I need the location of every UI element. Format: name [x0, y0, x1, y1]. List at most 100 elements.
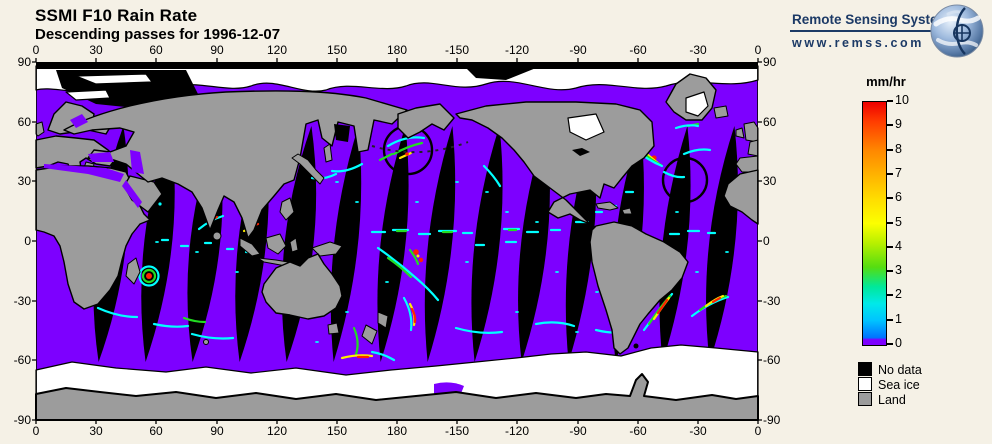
- colorbar-tick-label: 0: [887, 337, 902, 350]
- land-layer: [35, 73, 759, 355]
- lat-tick-label: -60: [13, 353, 31, 367]
- lon-tick-label: -120: [504, 43, 530, 57]
- hudson-bay-ice: [567, 113, 605, 141]
- lon-tick-label: -30: [689, 43, 707, 57]
- land-uk: [743, 121, 759, 143]
- colorbar-tick-label: 4: [887, 240, 902, 253]
- lon-tick-label: 60: [149, 424, 163, 438]
- colorbar-tick-label: 10: [887, 94, 909, 107]
- lon-tick-label: 180: [386, 424, 408, 438]
- lon-tick-label: 0: [754, 43, 762, 57]
- arctic-ice-wisp: [65, 89, 111, 101]
- land-australia: [261, 253, 343, 320]
- lat-tick-label: -90: [763, 413, 781, 427]
- lat-tick-label: 0: [24, 234, 31, 248]
- lat-ticks-right: [758, 61, 762, 421]
- land-hispaniola: [621, 207, 633, 215]
- land-sumatra: [239, 237, 261, 257]
- no-data-swatch: [858, 362, 872, 376]
- greenland-ice-patch: [685, 91, 709, 117]
- page-title: SSMI F10 Rain Rate: [35, 6, 198, 25]
- lon-tick-label: 120: [266, 43, 288, 57]
- map-frame: [36, 62, 758, 420]
- lon-tick-label: 60: [149, 43, 163, 57]
- land-madagascar: [125, 257, 141, 285]
- land-sulawesi: [289, 237, 299, 253]
- arctic-no-data-patch: [466, 68, 536, 80]
- land-japan: [291, 153, 325, 185]
- mediterranean-sea: [44, 164, 124, 182]
- land-sakhalin: [323, 143, 333, 163]
- land-new-zealand: [377, 311, 389, 329]
- lat-tick-label: 30: [17, 174, 31, 188]
- land-antarctica: [35, 373, 759, 421]
- colorbar-tick-label: 5: [887, 216, 902, 229]
- lon-ticks-bottom: [35, 420, 759, 424]
- colorbar-tick-label: 2: [887, 288, 902, 301]
- lon-tick-label: -60: [629, 43, 647, 57]
- antarctic-sea-ice: [35, 344, 759, 413]
- red-sea: [122, 180, 142, 208]
- colorbar-tick-label: 8: [887, 143, 902, 156]
- colorbar-tick-label: 7: [887, 167, 902, 180]
- lat-tick-label: -30: [763, 294, 781, 308]
- logo-url-link[interactable]: www.remss.com: [792, 36, 924, 50]
- land-new-zealand: [361, 324, 378, 345]
- lat-tick-label: 90: [763, 55, 777, 69]
- lon-tick-label: -90: [569, 424, 587, 438]
- logo-text: Remote Sensing Systems: [790, 12, 972, 32]
- land-africa: [35, 165, 151, 310]
- land-ireland: [735, 127, 745, 139]
- black-sea: [88, 152, 114, 162]
- land-swatch: [858, 392, 872, 406]
- land-south-america: [589, 221, 689, 355]
- lat-tick-label: 60: [763, 115, 777, 129]
- globe-logo-icon: [930, 4, 984, 58]
- lon-ticks-top: [35, 58, 759, 62]
- lon-tick-label: 30: [89, 43, 103, 57]
- swath-arc-artifact: [661, 156, 709, 204]
- lon-tick-label: -150: [444, 43, 470, 57]
- lon-tick-label: -30: [689, 424, 707, 438]
- legend-label: Sea ice: [878, 378, 920, 392]
- colorbar-tick-label: 3: [887, 264, 902, 277]
- lat-tick-label: 0: [763, 234, 770, 248]
- rain-cells: [42, 118, 730, 362]
- lat-tick-label: -30: [13, 294, 31, 308]
- land-tasmania: [327, 322, 340, 335]
- sea-ice-swatch: [858, 377, 872, 391]
- lon-tick-label: 150: [326, 43, 348, 57]
- land-srilanka: [212, 231, 222, 241]
- legend-item-land: Land: [858, 392, 906, 407]
- lon-tick-label: -120: [504, 424, 530, 438]
- lat-ticks-left: [32, 61, 36, 421]
- page-subtitle: Descending passes for 1996-12-07: [35, 26, 281, 43]
- lon-tick-label: 90: [210, 424, 224, 438]
- land-cuba: [595, 201, 619, 211]
- okhotsk-no-data: [334, 124, 350, 142]
- land-iceland: [713, 105, 729, 119]
- caspian-sea: [130, 150, 144, 174]
- lon-tick-label: 0: [32, 424, 40, 438]
- lat-tick-label: 60: [17, 115, 31, 129]
- legend-item-no-data: No data: [858, 362, 922, 377]
- colorbar-tick-label: 6: [887, 191, 902, 204]
- arctic-ice-wisp: [75, 73, 153, 85]
- north-polar-no-data-strip: [36, 62, 758, 69]
- lat-tick-label: -90: [13, 413, 31, 427]
- lon-tick-label: -150: [444, 424, 470, 438]
- lon-tick-label: -90: [569, 43, 587, 57]
- land-kerguelen: [203, 339, 209, 345]
- lat-tick-label: 90: [17, 55, 31, 69]
- land-europe: [35, 135, 117, 179]
- lon-tick-label: 120: [266, 424, 288, 438]
- lon-tick-label: 0: [32, 43, 40, 57]
- land-france: [747, 139, 759, 157]
- legend-item-sea-ice: Sea ice: [858, 377, 920, 392]
- legend-label: Land: [878, 393, 906, 407]
- falkland-no-data: [633, 343, 639, 349]
- legend-label: No data: [878, 363, 922, 377]
- colorbar-tick-label: 9: [887, 118, 902, 131]
- lat-tick-label: 30: [763, 174, 777, 188]
